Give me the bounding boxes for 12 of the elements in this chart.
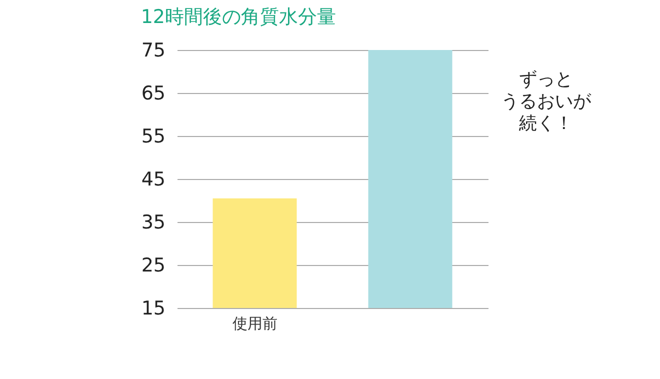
- y-tick-label: 55: [141, 126, 166, 148]
- y-tick-label: 15: [141, 298, 166, 320]
- y-tick-label: 75: [141, 40, 166, 62]
- text: 続く！: [518, 113, 573, 134]
- y-tick-label: 25: [141, 254, 166, 276]
- text: うるおいが: [501, 91, 592, 112]
- y-tick-label: 35: [141, 212, 166, 234]
- chart-title: 12時間後の角質水分量: [140, 6, 336, 28]
- y-tick-label: 45: [141, 168, 166, 190]
- text: ずっと: [519, 69, 573, 90]
- y-tick-label: 65: [141, 82, 166, 104]
- x-tick-label: 使用前: [232, 314, 278, 332]
